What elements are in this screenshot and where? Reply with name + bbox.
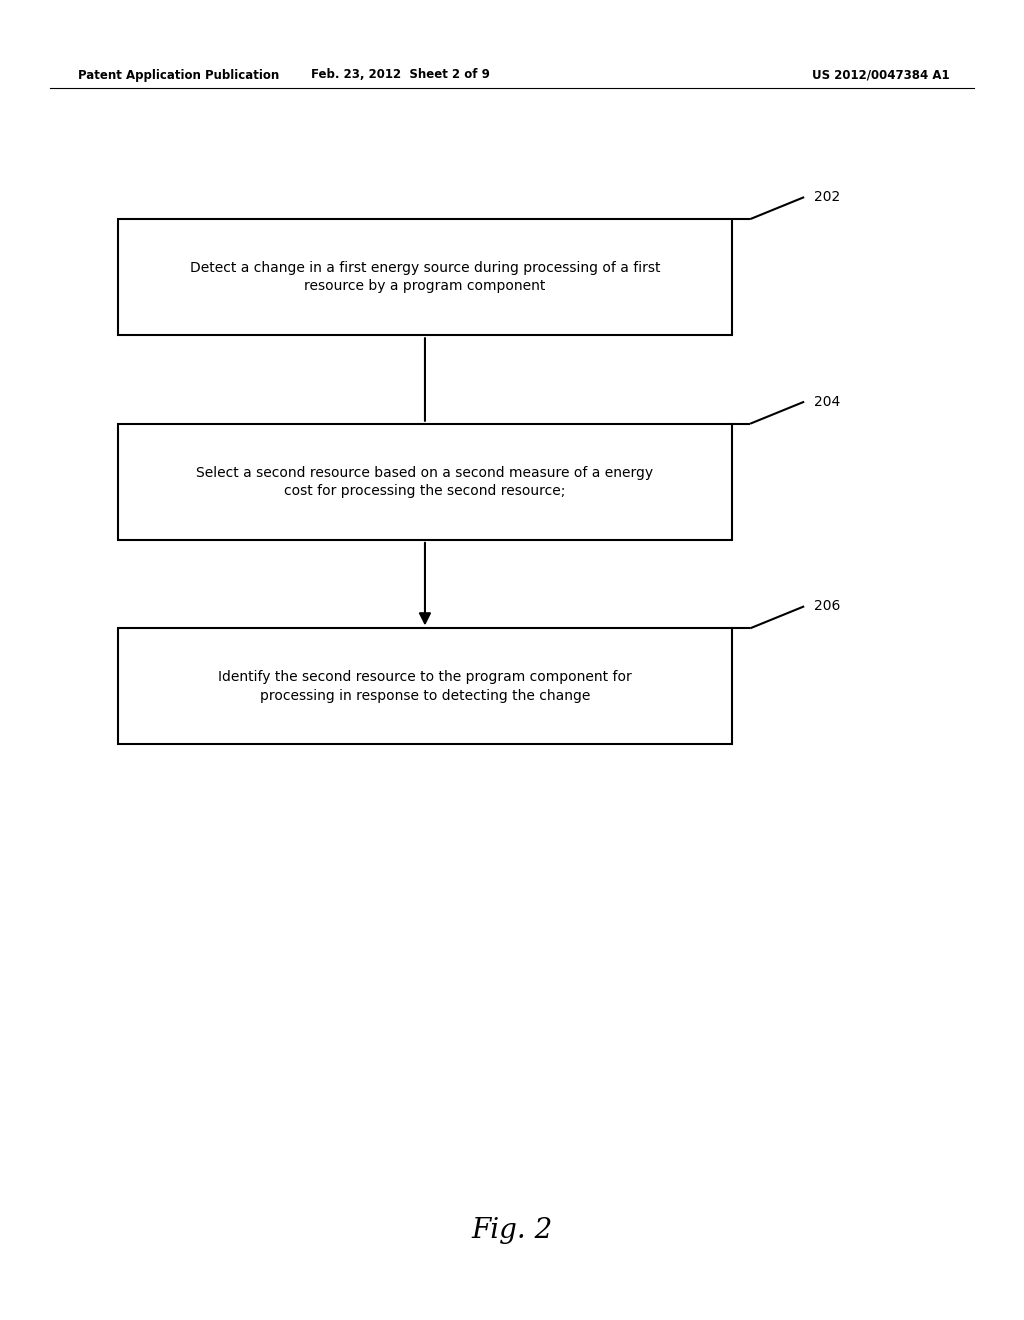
Text: Detect a change in a first energy source during processing of a first
resource b: Detect a change in a first energy source…	[189, 261, 660, 293]
Text: Select a second resource based on a second measure of a energy
cost for processi: Select a second resource based on a seco…	[197, 466, 653, 498]
Text: 206: 206	[814, 599, 841, 614]
Text: Fig. 2: Fig. 2	[471, 1217, 553, 1243]
Bar	[118, 219, 732, 335]
Bar	[118, 628, 732, 744]
Text: 204: 204	[814, 395, 841, 409]
Text: Patent Application Publication: Patent Application Publication	[78, 69, 280, 82]
Bar	[118, 424, 732, 540]
Text: Feb. 23, 2012  Sheet 2 of 9: Feb. 23, 2012 Sheet 2 of 9	[310, 69, 489, 82]
Text: US 2012/0047384 A1: US 2012/0047384 A1	[812, 69, 950, 82]
Text: Identify the second resource to the program component for
processing in response: Identify the second resource to the prog…	[218, 671, 632, 702]
Text: 202: 202	[814, 190, 841, 205]
